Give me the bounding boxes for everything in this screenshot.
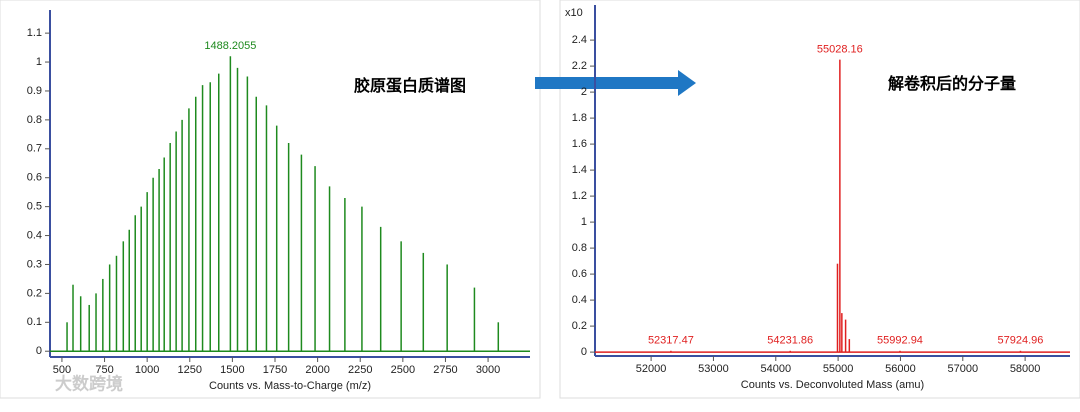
x-tick-label: 52000 [636,363,667,375]
y-tick-label: 0.4 [27,229,42,241]
y-tick-label: 0.1 [27,316,42,328]
x-axis-label: Counts vs. Mass-to-Charge (m/z) [209,380,371,392]
x-tick-label: 3000 [476,364,500,376]
x-tick-label: 1750 [263,364,287,376]
y-tick-label: 1.6 [572,138,587,150]
x-tick-label: 53000 [698,363,729,375]
y-tick-label: 0.8 [572,242,587,254]
x-tick-label: 2750 [433,364,457,376]
x-tick-label: 57000 [947,363,978,375]
peak-label: 57924.96 [997,335,1043,347]
arrow-shaft [535,77,680,89]
right-panel [559,0,1080,399]
x-tick-label: 1250 [178,364,202,376]
y-tick-label: 1 [36,56,42,68]
caption: 胶原蛋白质谱图 [354,76,466,95]
x-tick-label: 2000 [305,364,329,376]
peak-label: 52317.47 [648,335,694,347]
peak-label: 54231.86 [767,335,813,347]
y-tick-label: 0.6 [27,172,42,184]
x-tick-label: 500 [53,364,71,376]
y-tick-label: 0.7 [27,143,42,155]
y-tick-label: 2.2 [572,60,587,72]
x-tick-label: 750 [95,364,113,376]
y-tick-label: 0.9 [27,85,42,97]
y-tick-label: 2 [581,86,587,98]
y-tick-label: 0.3 [27,258,42,270]
left-panel [0,0,541,399]
y-tick-label: 0 [36,345,42,357]
y-tick-label: 0.2 [572,320,587,332]
peak-label: 55992.94 [877,335,923,347]
watermark: 大数跨境 [55,373,123,393]
x-tick-label: 2500 [391,364,415,376]
peak-label: 55028.16 [817,44,863,56]
y-tick-label: 1.2 [572,190,587,202]
y-tick-label: 1 [581,216,587,228]
y-tick-label: 0.5 [27,201,42,213]
y-tick-label: 2.4 [572,34,587,46]
y-tick-label: 0.2 [27,287,42,299]
arrow-head [678,70,696,96]
peak-label: 1488.2055 [204,40,256,52]
y-tick-label: 0.6 [572,268,587,280]
x-tick-label: 54000 [760,363,791,375]
y-tick-label: 1.8 [572,112,587,124]
y-tick-label: 0.4 [572,294,587,306]
y-tick-label: 0 [581,346,587,358]
x-tick-label: 56000 [885,363,916,375]
y-tick-label: 0.8 [27,114,42,126]
x-tick-label: 2250 [348,364,372,376]
caption: 解卷积后的分子量 [888,74,1016,93]
x-tick-label: 1000 [135,364,159,376]
y-tick-label: 1.1 [27,27,42,39]
x-tick-label: 55000 [823,363,854,375]
x-axis-label: Counts vs. Deconvoluted Mass (amu) [741,379,924,391]
y-tick-label: 1.4 [572,164,587,176]
x-tick-label: 58000 [1010,363,1041,375]
y-multiplier: x10 [565,7,583,19]
x-tick-label: 1500 [220,364,244,376]
